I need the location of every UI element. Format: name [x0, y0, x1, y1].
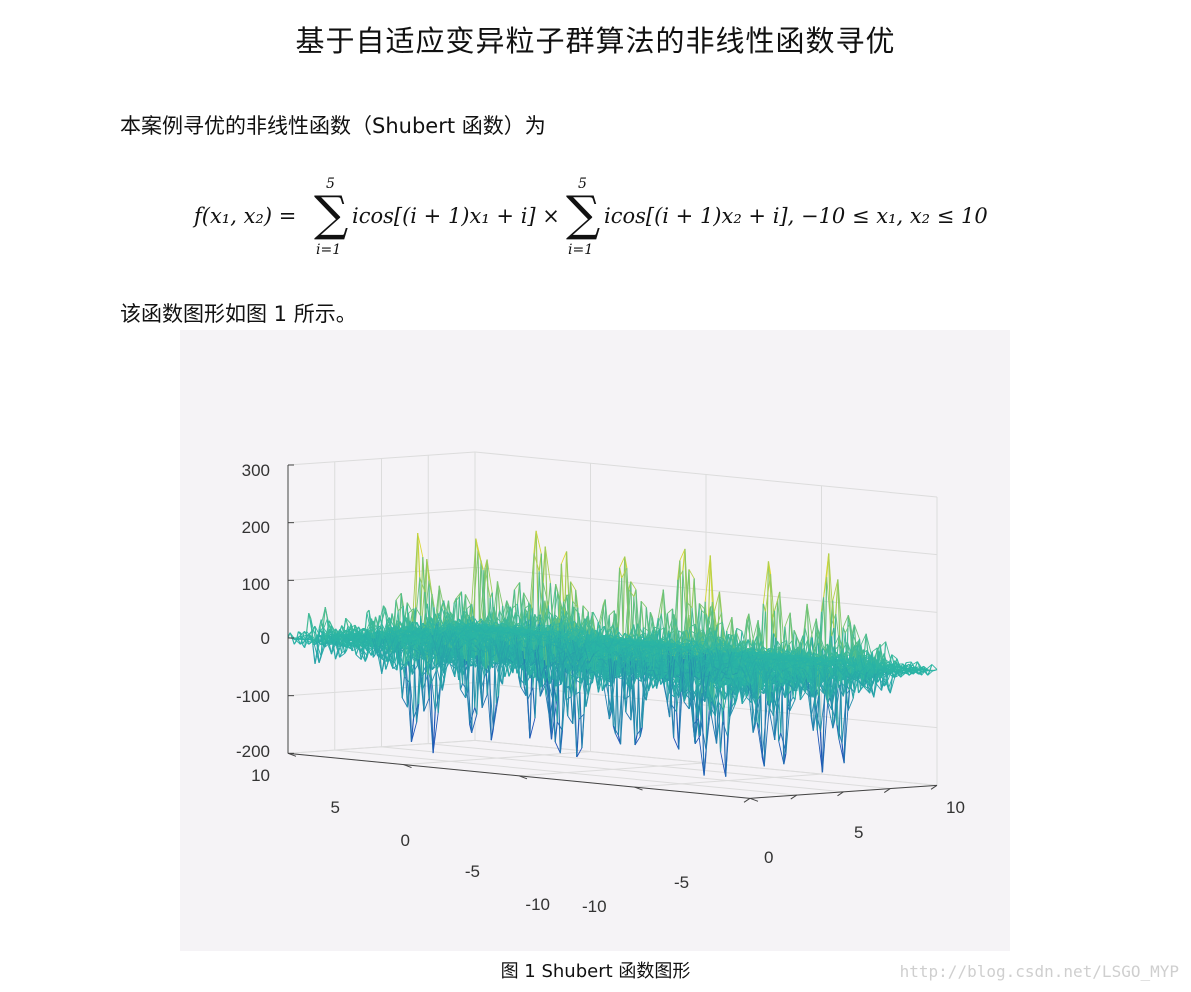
right-tick: 5 [854, 823, 863, 842]
left-tick: 5 [331, 798, 340, 817]
surface-plot: 300 200 100 0 -100 -200 10 5 0 -5 -10 -1… [236, 451, 965, 916]
left-tick: -5 [465, 862, 480, 881]
z-tick: -200 [236, 742, 270, 761]
sum1-lower: i=1 [316, 242, 342, 258]
right-tick: 0 [764, 848, 773, 867]
figure-reference-text: 该函数图形如图 1 所示。 [120, 302, 357, 326]
intro-text: 本案例寻优的非线性函数（Shubert 函数）为 [120, 114, 546, 138]
right-tick: 10 [946, 798, 965, 817]
document-title: 基于自适应变异粒子群算法的非线性函数寻优 [295, 24, 896, 58]
sum2-sigma: ∑ [566, 186, 601, 242]
sum2-lower: i=1 [568, 242, 594, 258]
plot-axes [287, 464, 938, 803]
formula-lhs: f(x₁, x₂) = [194, 204, 297, 228]
shubert-surface-figure: 300 200 100 0 -100 -200 10 5 0 -5 -10 -1… [180, 330, 1010, 951]
surface-mesh [287, 530, 938, 777]
z-tick: 100 [242, 575, 270, 594]
left-tick: 10 [251, 766, 270, 785]
z-tick: 200 [242, 518, 270, 537]
watermark: http://blog.csdn.net/LSGO_MYP [899, 962, 1179, 981]
left-tick: -10 [525, 895, 550, 914]
z-tick-labels: 300 200 100 0 -100 -200 [236, 461, 270, 761]
formula-term2: icos[(i + 1)x₂ + i], −10 ≤ x₁, x₂ ≤ 10 [604, 204, 988, 228]
sum1-sigma: ∑ [314, 186, 349, 242]
z-tick: 300 [242, 461, 270, 480]
figure-caption: 图 1 Shubert 函数图形 [500, 961, 691, 982]
shubert-formula: f(x₁, x₂) = 5 ∑ i=1 icos[(i + 1)x₁ + i] … [180, 168, 1080, 268]
right-axis-tick-labels: -10 -5 0 5 10 [582, 798, 965, 916]
formula-term1: icos[(i + 1)x₁ + i] × [352, 204, 560, 228]
sum2-upper: 5 [578, 176, 587, 192]
left-axis-tick-labels: 10 5 0 -5 -10 [251, 766, 550, 914]
left-tick: 0 [401, 831, 410, 850]
sum1-upper: 5 [326, 176, 335, 192]
right-tick: -5 [674, 873, 689, 892]
z-tick: 0 [261, 629, 270, 648]
z-tick: -100 [236, 687, 270, 706]
right-tick: -10 [582, 897, 607, 916]
